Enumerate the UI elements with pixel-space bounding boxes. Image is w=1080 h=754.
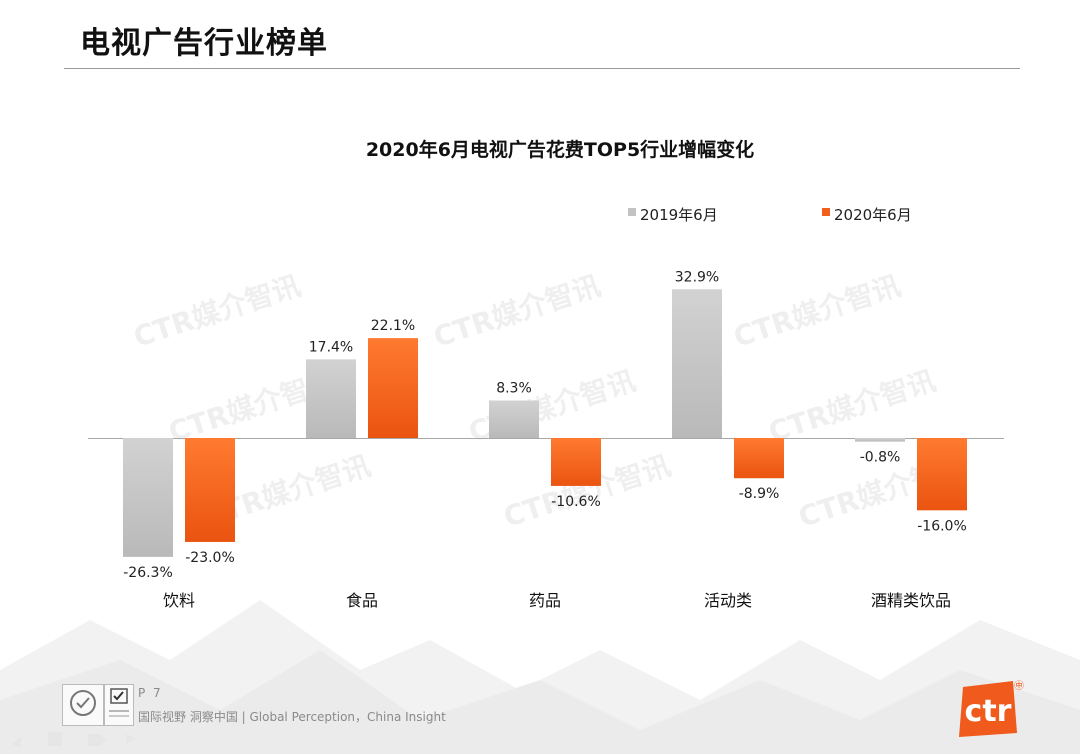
ctr-logo: ctr ㊥ <box>959 680 1024 737</box>
category-label-2: 药品 <box>529 591 561 610</box>
category-label-0: 饮料 <box>163 591 195 610</box>
bar-chart: 2020年6月电视广告花费TOP5行业增幅变化 2019年6月 2020年6月 … <box>88 138 1004 610</box>
data-label-2019-4: -0.8% <box>860 450 901 466</box>
data-label-2019-0: -26.3% <box>123 565 173 581</box>
bar-2019-0 <box>123 438 173 557</box>
data-label-2020-2: -10.6% <box>551 494 601 510</box>
legend-label-2020: 2020年6月 <box>834 206 912 224</box>
logo-badge: ㊥ <box>1014 680 1024 692</box>
legend-swatch-2019 <box>628 208 636 216</box>
data-label-2020-3: -8.9% <box>739 486 780 502</box>
bar-2020-2 <box>551 438 601 486</box>
category-label-1: 食品 <box>346 591 378 610</box>
bar-2019-1 <box>306 359 356 438</box>
bar-2019-2 <box>489 400 539 438</box>
data-label-2019-1: 17.4% <box>309 339 353 355</box>
bar-2019-4 <box>855 438 905 442</box>
footer-slogan: 国际视野 洞察中国 | Global Perception，China Insi… <box>138 710 446 724</box>
ukas-certificate-badge <box>104 684 134 726</box>
category-label-3: 活动类 <box>704 591 752 610</box>
data-label-2020-1: 22.1% <box>371 318 415 334</box>
title-divider <box>64 68 1020 69</box>
data-label-2020-0: -23.0% <box>185 550 235 566</box>
data-label-2019-3: 32.9% <box>675 269 719 285</box>
category-label-4: 酒精类饮品 <box>871 591 951 610</box>
page-number: P 7 <box>138 686 163 700</box>
data-label-2020-4: -16.0% <box>917 518 967 534</box>
page-title: 电视广告行业榜单 <box>80 26 328 61</box>
data-label-2019-2: 8.3% <box>496 380 532 396</box>
background-mountains <box>0 600 1080 754</box>
slide-nav-icons <box>12 732 136 748</box>
bar-2020-1 <box>368 338 418 438</box>
bar-2020-3 <box>734 438 784 479</box>
bar-2020-0 <box>185 438 235 542</box>
sgs-certificate-badge <box>62 684 104 726</box>
chart-title: 2020年6月电视广告花费TOP5行业增幅变化 <box>366 138 754 161</box>
logo-text: ctr <box>965 694 1012 729</box>
legend-swatch-2020 <box>822 208 830 216</box>
bar-2019-3 <box>672 289 722 438</box>
legend-label-2019: 2019年6月 <box>640 206 718 224</box>
bar-2020-4 <box>917 438 967 511</box>
